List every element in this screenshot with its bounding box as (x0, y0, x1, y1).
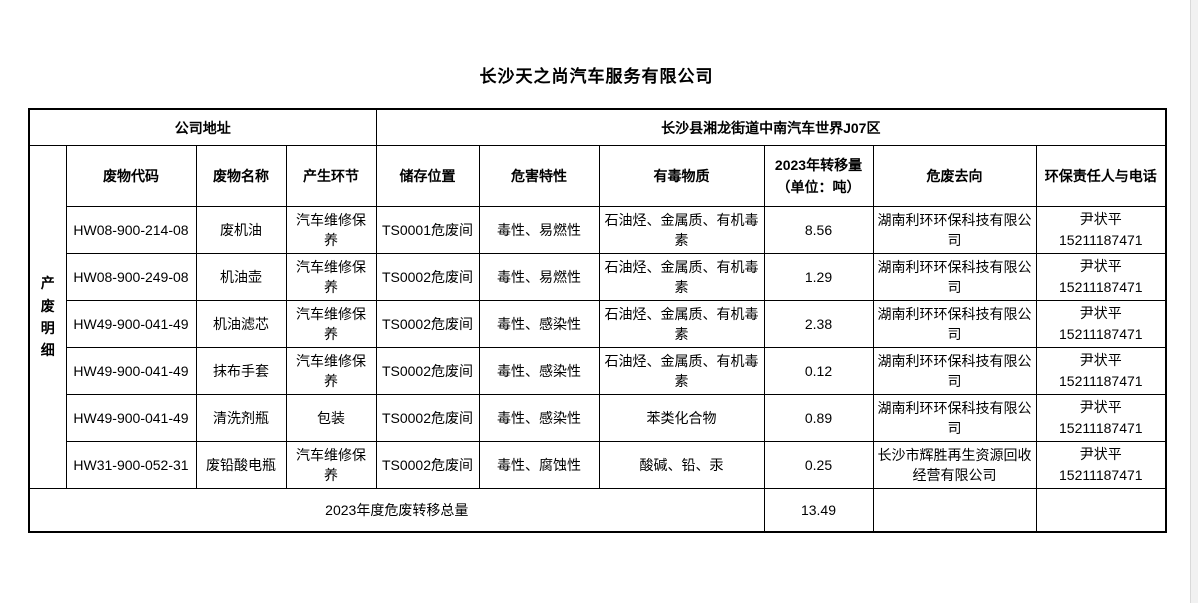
cell-production-stage: 包装 (285, 394, 377, 442)
cell-destination: 湖南利环环保科技有限公司 (872, 347, 1037, 395)
cell-storage-location: TS0002危废间 (375, 300, 480, 348)
col-header-responsible-contact: 环保责任人与电话 (1035, 145, 1167, 207)
cell-storage-location: TS0002危废间 (375, 253, 480, 301)
cell-transfer-amount: 0.12 (763, 347, 874, 395)
cell-waste-name: 清洗剂瓶 (195, 394, 287, 442)
table-row: HW31-900-052-31 废铅酸电瓶 汽车维修保养 TS0002危废间 毒… (29, 441, 1167, 489)
cell-transfer-amount: 8.56 (763, 206, 874, 254)
empty-cell-destination (872, 488, 1037, 533)
cell-responsible-contact: 尹状平 15211187471 (1035, 441, 1167, 489)
cell-waste-code: HW49-900-041-49 (65, 394, 197, 442)
cell-hazard-property: 毒性、易燃性 (478, 206, 600, 254)
cell-production-stage: 汽车维修保养 (285, 441, 377, 489)
cell-transfer-amount: 0.25 (763, 441, 874, 489)
total-row: 2023年度危废转移总量 13.49 (28, 488, 1167, 533)
col-header-toxic-substance: 有毒物质 (598, 145, 765, 207)
company-address-value: 长沙县湘龙街道中南汽车世界J07区 (375, 108, 1167, 146)
cell-responsible-contact: 尹状平 15211187471 (1035, 300, 1167, 348)
table-row: HW08-900-214-08 废机油 汽车维修保养 TS0001危废间 毒性、… (29, 206, 1167, 254)
total-label: 2023年度危废转移总量 (28, 488, 765, 533)
cell-destination: 湖南利环环保科技有限公司 (872, 394, 1037, 442)
address-row: 公司地址 长沙县湘龙街道中南汽车世界J07区 (28, 108, 1167, 146)
cell-destination: 长沙市辉胜再生资源回收经营有限公司 (872, 441, 1037, 489)
cell-hazard-property: 毒性、易燃性 (478, 253, 600, 301)
cell-toxic-substance: 石油烃、金属质、有机毒素 (598, 253, 765, 301)
cell-destination: 湖南利环环保科技有限公司 (872, 300, 1037, 348)
table-row: HW08-900-249-08 机油壶 汽车维修保养 TS0002危废间 毒性、… (29, 253, 1167, 301)
col-header-storage-location: 储存位置 (375, 145, 480, 207)
cell-waste-name: 机油滤芯 (195, 300, 287, 348)
cell-production-stage: 汽车维修保养 (285, 206, 377, 254)
cell-responsible-contact: 尹状平 15211187471 (1035, 394, 1167, 442)
col-header-transfer-amount: 2023年转移量 （单位：吨） (763, 145, 874, 207)
scrollbar-track[interactable] (1190, 0, 1198, 603)
cell-waste-code: HW31-900-052-31 (65, 441, 197, 489)
cell-toxic-substance: 石油烃、金属质、有机毒素 (598, 206, 765, 254)
col-header-production-stage: 产生环节 (285, 145, 377, 207)
table-header-row: 产废明细 废物代码 废物名称 产生环节 储存位置 危害特性 有毒物质 2023年… (28, 145, 1167, 489)
cell-toxic-substance: 酸碱、铅、汞 (598, 441, 765, 489)
cell-waste-code: HW08-900-214-08 (65, 206, 197, 254)
side-label-waste-details: 产废明细 (28, 145, 67, 489)
col-header-waste-name: 废物名称 (195, 145, 287, 207)
cell-production-stage: 汽车维修保养 (285, 253, 377, 301)
cell-waste-name: 抹布手套 (195, 347, 287, 395)
cell-toxic-substance: 苯类化合物 (598, 394, 765, 442)
cell-transfer-amount: 0.89 (763, 394, 874, 442)
table-row: HW49-900-041-49 抹布手套 汽车维修保养 TS0002危废间 毒性… (29, 347, 1167, 395)
cell-hazard-property: 毒性、感染性 (478, 394, 600, 442)
cell-hazard-property: 毒性、感染性 (478, 300, 600, 348)
cell-responsible-contact: 尹状平 15211187471 (1035, 347, 1167, 395)
cell-production-stage: 汽车维修保养 (285, 347, 377, 395)
table-row: HW49-900-041-49 清洗剂瓶 包装 TS0002危废间 毒性、感染性… (29, 394, 1167, 442)
cell-waste-name: 机油壶 (195, 253, 287, 301)
cell-responsible-contact: 尹状平 15211187471 (1035, 206, 1167, 254)
cell-toxic-substance: 石油烃、金属质、有机毒素 (598, 300, 765, 348)
cell-storage-location: TS0002危废间 (375, 394, 480, 442)
col-header-waste-code: 废物代码 (65, 145, 197, 207)
cell-production-stage: 汽车维修保养 (285, 300, 377, 348)
cell-transfer-amount: 2.38 (763, 300, 874, 348)
cell-storage-location: TS0002危废间 (375, 347, 480, 395)
empty-cell-contact (1035, 488, 1167, 533)
page-title: 长沙天之尚汽车服务有限公司 (479, 67, 714, 86)
cell-waste-code: HW49-900-041-49 (65, 300, 197, 348)
hazardous-waste-table: 公司地址 长沙县湘龙街道中南汽车世界J07区 产废明细 废物代码 废物名称 产生… (28, 108, 1168, 533)
table-row: HW49-900-041-49 机油滤芯 汽车维修保养 TS0002危废间 毒性… (29, 300, 1167, 348)
cell-waste-code: HW49-900-041-49 (65, 347, 197, 395)
cell-waste-code: HW08-900-249-08 (65, 253, 197, 301)
cell-waste-name: 废机油 (195, 206, 287, 254)
cell-storage-location: TS0002危废间 (375, 441, 480, 489)
cell-responsible-contact: 尹状平 15211187471 (1035, 253, 1167, 301)
cell-hazard-property: 毒性、感染性 (478, 347, 600, 395)
cell-storage-location: TS0001危废间 (375, 206, 480, 254)
cell-destination: 湖南利环环保科技有限公司 (872, 253, 1037, 301)
cell-transfer-amount: 1.29 (763, 253, 874, 301)
cell-hazard-property: 毒性、腐蚀性 (478, 441, 600, 489)
cell-toxic-substance: 石油烃、金属质、有机毒素 (598, 347, 765, 395)
total-amount: 13.49 (763, 488, 874, 533)
col-header-destination: 危废去向 (872, 145, 1037, 207)
col-header-hazard-property: 危害特性 (478, 145, 600, 207)
company-address-label: 公司地址 (28, 108, 377, 146)
cell-waste-name: 废铅酸电瓶 (195, 441, 287, 489)
cell-destination: 湖南利环环保科技有限公司 (872, 206, 1037, 254)
